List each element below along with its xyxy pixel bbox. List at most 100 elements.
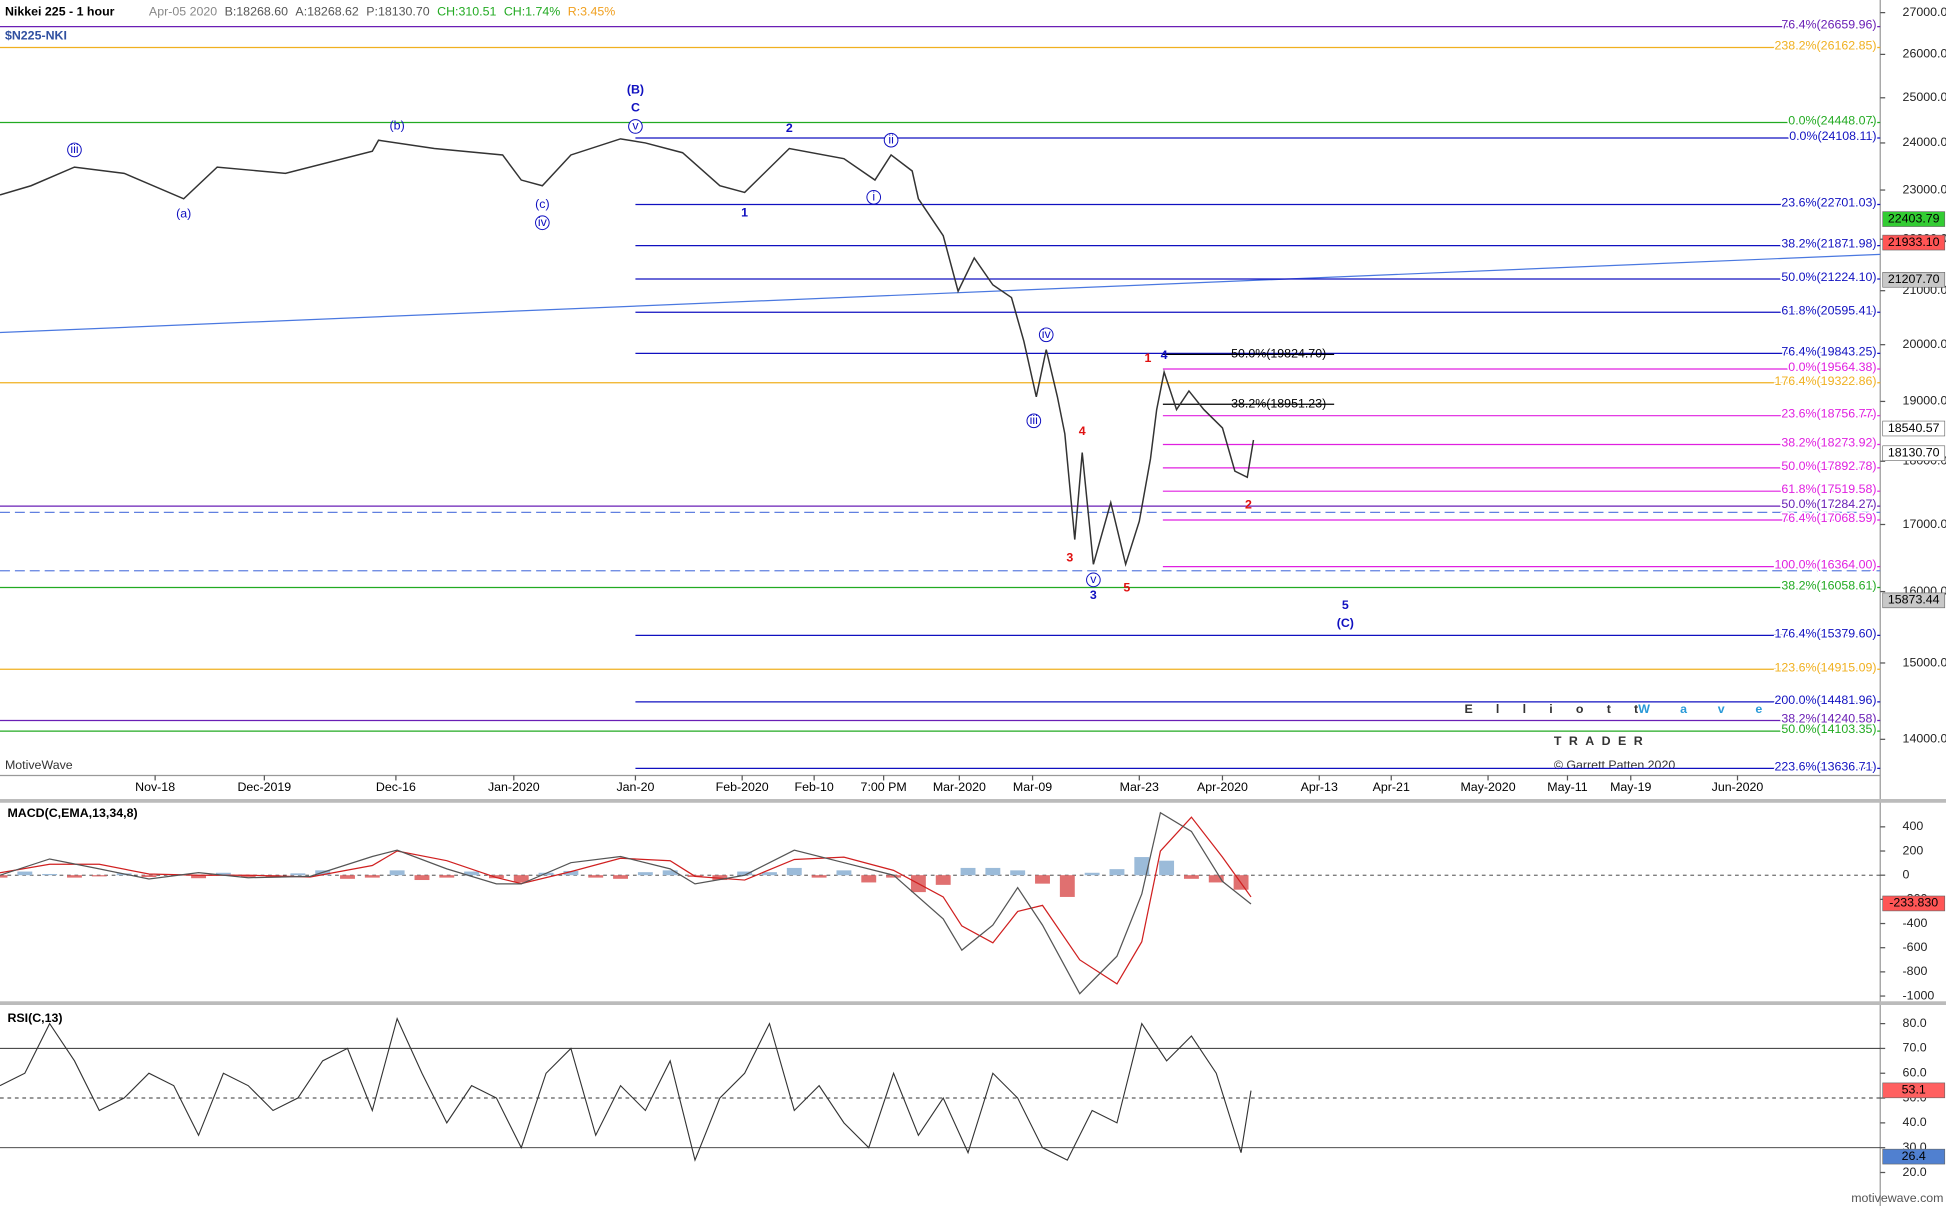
price-tag-label: 53.1	[1902, 1083, 1926, 1097]
price-line	[0, 138, 1255, 568]
histogram-bar	[67, 875, 82, 878]
trend-line	[0, 253, 1881, 334]
fib-label: 50.0%(21224.10)	[1781, 270, 1876, 284]
fib-label: 223.6%(13636.71)	[1775, 759, 1877, 773]
wave-label: 1	[741, 206, 748, 220]
quote-field: Apr-05 2020	[149, 5, 217, 19]
fib-label: 176.4%(19322.86)	[1775, 374, 1877, 388]
histogram-bar	[215, 872, 231, 876]
y-tick-label: 70.0	[1903, 1041, 1927, 1055]
panel-divider	[0, 1001, 1946, 1005]
histogram-bar	[42, 873, 58, 876]
price-tag-label: 15873.44	[1888, 593, 1940, 607]
x-tick-label: Jan-20	[616, 780, 654, 794]
y-tick-label: 60.0	[1903, 1066, 1927, 1080]
histogram-bar	[240, 875, 256, 878]
wave-label: iii	[70, 142, 78, 156]
wave-circle	[1026, 413, 1042, 429]
histogram-bar	[737, 871, 753, 876]
histogram-bar	[662, 870, 678, 876]
price-tag	[1882, 592, 1946, 609]
quote-field: R:3.45%	[568, 5, 616, 19]
price-tag	[1882, 272, 1946, 288]
price-tag-label: 18540.57	[1888, 421, 1940, 435]
panel-title: MACD(C,EMA,13,34,8)	[7, 806, 137, 820]
wave-label: v	[632, 119, 639, 133]
histogram-bar	[538, 872, 554, 876]
histogram-bar	[17, 871, 33, 876]
y-tick-label: 0	[1903, 867, 1910, 881]
y-tick-label: 25000.00	[1903, 90, 1946, 104]
wave-label: 4	[1161, 348, 1168, 362]
x-tick-label: Feb-10	[795, 780, 834, 794]
wave-label: 3	[1090, 588, 1097, 602]
histogram-bar	[91, 875, 107, 877]
x-tick-label: Apr-13	[1301, 780, 1338, 794]
y-tick-label: -400	[1903, 916, 1928, 930]
y-tick-label: 14000.00	[1903, 732, 1946, 746]
price-tag	[1882, 211, 1946, 227]
quote-field: B:18268.60	[225, 5, 289, 19]
y-tick-label: -600	[1903, 940, 1928, 954]
y-tick-label: 15000.00	[1903, 655, 1946, 669]
histogram-bar	[786, 867, 802, 876]
panel-title: RSI(C,13)	[7, 1011, 62, 1025]
fib-label: 76.4%(19843.25)	[1781, 344, 1876, 358]
quote-field: CH:1.74%	[504, 5, 560, 19]
x-tick-label: Mar-09	[1013, 780, 1052, 794]
panel-divider	[0, 799, 1946, 803]
histogram-bar	[836, 870, 852, 876]
wave-label: 2	[786, 121, 793, 135]
fib-label: 176.4%(15379.60)	[1775, 626, 1877, 640]
wave-label: i	[872, 190, 875, 204]
wave-circle	[883, 132, 899, 148]
fib-label: 76.4%(17068.59)	[1781, 511, 1876, 525]
price-tag	[1882, 420, 1946, 437]
fib-label: 38.2%(18273.92)	[1781, 436, 1876, 450]
fib-label: 0.0%(24108.11)	[1789, 129, 1876, 143]
x-tick-label: May-2020	[1460, 780, 1515, 794]
histogram-bar	[389, 870, 405, 876]
x-tick-label: Apr-2020	[1197, 780, 1248, 794]
histogram-bar	[0, 875, 8, 878]
y-tick-label: 17000.00	[1903, 517, 1946, 531]
histogram-bar	[1059, 875, 1075, 897]
price-tag	[1882, 234, 1946, 251]
wave-circle	[866, 189, 882, 205]
fib-label: 61.8%(17519.58)	[1781, 482, 1876, 496]
fib-label: 38.2%(16058.61)	[1781, 579, 1876, 593]
histogram-bar	[141, 875, 157, 878]
wave-label: v	[1090, 572, 1097, 586]
histogram-bar	[1134, 857, 1150, 876]
wave-label: 1	[1145, 351, 1152, 365]
histogram-bar	[613, 875, 628, 879]
fib-label: 0.0%(24448.07)	[1788, 114, 1876, 128]
fib-label: 61.8%(20595.41)	[1781, 303, 1876, 317]
histogram-bar	[464, 871, 480, 876]
macd-line	[0, 816, 1252, 985]
wave-label: iii	[1030, 413, 1038, 427]
wave-label: 3	[1066, 550, 1073, 564]
y-tick-label: 19000.00	[1903, 394, 1946, 408]
fib-label: 123.6%(14915.09)	[1775, 660, 1877, 674]
footer: motivewave.com	[1851, 1191, 1943, 1205]
price-tag-label: 22403.79	[1888, 211, 1940, 225]
wave-label: 5	[1342, 598, 1349, 612]
histogram-bar	[1208, 875, 1224, 883]
histogram-bar	[960, 867, 976, 876]
wave-circle	[1086, 572, 1101, 588]
wave-circle	[628, 119, 643, 134]
histogram-bar	[985, 867, 1001, 876]
wave-label: ii	[888, 132, 894, 146]
histogram-bar	[1183, 875, 1199, 879]
wave-label: iv	[1042, 327, 1052, 341]
fib-label: 238.2%(26162.85)	[1775, 39, 1877, 53]
fib-label: 76.4%(26659.96)	[1781, 18, 1876, 32]
wave-circle	[1038, 327, 1054, 343]
histogram-bar	[1035, 875, 1050, 884]
x-tick-label: Jan-2020	[488, 780, 540, 794]
price-tag	[1882, 895, 1946, 912]
wave-label: 4	[1079, 424, 1086, 438]
